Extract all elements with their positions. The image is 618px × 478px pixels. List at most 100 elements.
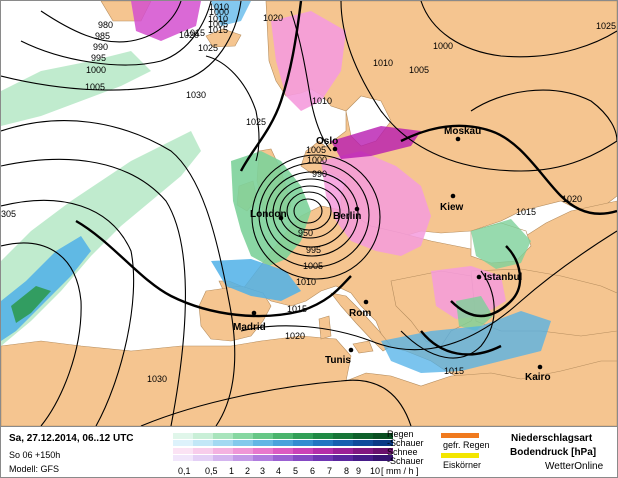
isobar-north-2	[20, 1, 212, 66]
city-label-berlin: Berlin	[333, 211, 361, 222]
isobar-med-2	[400, 270, 495, 359]
isobar-label: 1000	[433, 41, 453, 51]
isobar-low-ring-2	[286, 191, 332, 231]
isobar-label: 1020	[285, 331, 305, 341]
scale-tick: 9	[356, 466, 362, 476]
isobar-label: 1005	[409, 65, 429, 75]
isobar-label: 995	[91, 53, 106, 63]
city-label-istanbul: Istanbul	[484, 272, 523, 283]
isobar-label: 1010	[208, 14, 228, 24]
isobar-low-ring-5	[265, 171, 359, 257]
legend-credit: WetterOnline	[545, 461, 604, 472]
isobar-label: 990	[312, 169, 327, 179]
isobar-label: 1030	[186, 90, 206, 100]
city-dot-rom	[363, 299, 369, 305]
isobar-label: 1005	[303, 261, 323, 271]
rain-black-sea	[471, 219, 531, 269]
isobar-label: 305	[1, 209, 16, 219]
isobar-label: 995	[306, 245, 321, 255]
legend-title-precip-type: Niederschlagsart	[511, 433, 593, 444]
isobar-east-1	[340, 1, 617, 172]
city-label-london: London	[250, 209, 287, 220]
sleet-swatch	[441, 453, 479, 458]
city-dot-london	[278, 215, 284, 221]
isobar-low-ring-3	[279, 185, 341, 239]
isobar-low-centre-950	[293, 198, 323, 224]
isobar-atlantic-2	[1, 158, 186, 426]
isobar-low-ring-4	[272, 178, 350, 248]
showers-med	[381, 311, 551, 373]
scale-tick: 3	[260, 466, 266, 476]
isobar-label: 950	[298, 228, 313, 238]
city-label-oslo: Oslo	[316, 136, 338, 147]
scale-tick: 6	[310, 466, 316, 476]
isobar-label: 1020	[562, 194, 582, 204]
city-label-kiew: Kiew	[440, 202, 464, 213]
rain-balkans	[456, 296, 493, 331]
legend-sleet: Eiskörner	[443, 460, 482, 470]
isobar-label: 1025	[198, 43, 218, 53]
scale-tick: 8	[344, 466, 350, 476]
isobar-low-ring-7	[251, 154, 381, 280]
city-markers: Oslo Moskau London Berlin Kiew Madrid Ro…	[233, 126, 551, 383]
isobar-label: 1015	[516, 207, 536, 217]
isobar-labels: 980 985 990 995 1000 1005 1010 1015 1020…	[1, 2, 616, 384]
land-sardinia	[318, 315, 332, 340]
isobar-atlantic-4	[1, 242, 82, 426]
isobar-atlantic-3	[1, 199, 135, 426]
isobar-label: 1000	[86, 65, 106, 75]
city-dot-oslo	[332, 146, 338, 152]
city-dot-berlin	[354, 206, 360, 212]
showers-north	[211, 1, 251, 26]
rain-heavy-atlantic	[11, 286, 51, 323]
snow-scandinavia	[271, 11, 346, 111]
isobar-1015-med	[420, 245, 522, 356]
legend-snow-showers: -Schauer	[387, 456, 424, 466]
snow-heavy-greenland	[131, 1, 201, 41]
city-dot-kiew	[450, 193, 456, 199]
isobar-label: 1015	[185, 28, 205, 38]
isobar-low-ring-6	[258, 162, 370, 268]
city-label-tunis: Tunis	[325, 355, 351, 366]
city-label-rom: Rom	[349, 308, 371, 319]
rain-uk-band	[231, 151, 311, 266]
map-canvas: 980 985 990 995 1000 1005 1010 1015 1020…	[1, 1, 617, 426]
snow-swatch-row	[173, 448, 393, 454]
forecast-date: Sa, 27.12.2014, 06..12 UTC	[9, 433, 134, 444]
city-dot-tunis	[348, 347, 354, 353]
legend-freezing-rain: gefr. Regen	[443, 440, 490, 450]
legend-snow: Schnee	[387, 447, 418, 457]
rain-swatch-row	[173, 433, 393, 439]
isobar-label: 1025	[246, 117, 266, 127]
isobar-1015-south	[75, 219, 352, 318]
isobar-iceland	[205, 55, 260, 162]
isobar-label: 980	[98, 20, 113, 30]
rain-showers-swatch-row	[173, 440, 393, 446]
isobar-1015-north	[239, 1, 303, 172]
precipitation	[1, 1, 551, 373]
legend-rain: Regen	[387, 429, 414, 439]
isobar-label: 1015	[208, 25, 228, 35]
isobar-atlantic-1	[1, 120, 236, 426]
city-dot-madrid	[251, 310, 257, 316]
land-sicily	[352, 340, 374, 354]
legend-title-pressure: Bodendruck [hPa]	[510, 447, 597, 458]
isobar-label: 1015	[444, 366, 464, 376]
isobar-label: 1005	[306, 145, 326, 155]
isobar-label: 1020	[263, 13, 283, 23]
isobar-label: 1010	[209, 2, 229, 12]
snow-heavy-baltic	[331, 126, 421, 159]
showers-biscay	[211, 259, 301, 301]
scale-tick: 0,5	[205, 466, 218, 476]
city-label-madrid: Madrid	[233, 322, 266, 333]
isobar-label: 1025	[596, 21, 616, 31]
scale-tick: 10	[370, 466, 381, 476]
scale-tick: 0,1	[178, 466, 191, 476]
isobar-1015-east	[400, 124, 617, 215]
city-dot-kairo	[537, 364, 543, 370]
isobar-label: 1010	[296, 277, 316, 287]
legend-unit: [ mm / h ]	[381, 466, 419, 476]
scale-tick: 2	[245, 466, 251, 476]
isobar-label: 1010	[373, 58, 393, 68]
